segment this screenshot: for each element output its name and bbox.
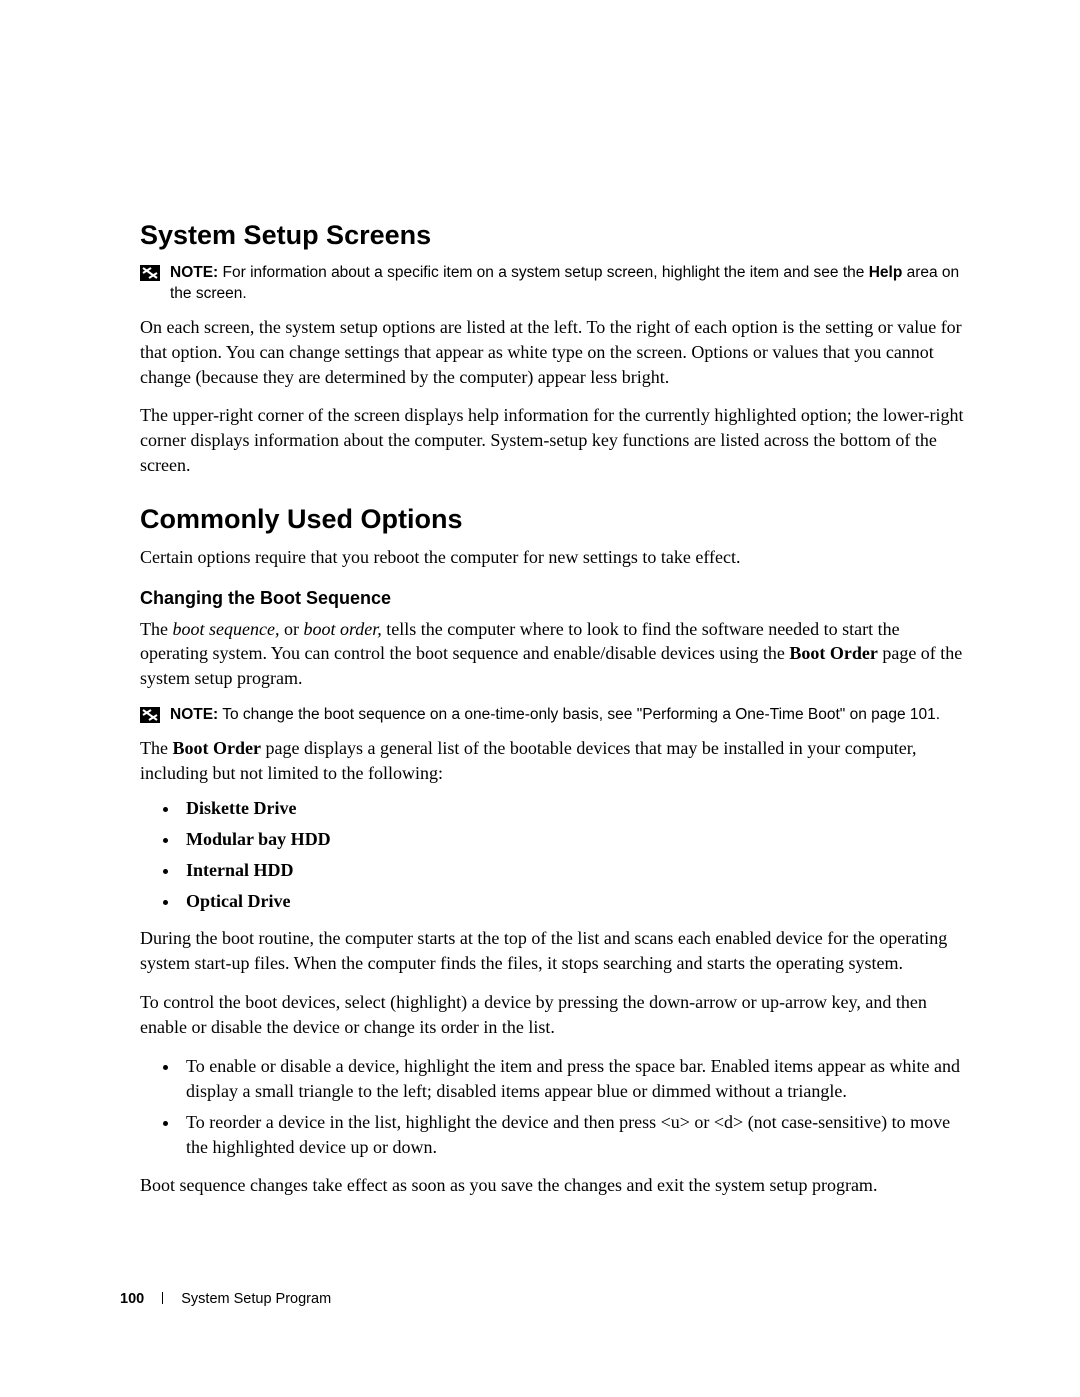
page-number: 100: [120, 1291, 144, 1307]
list-item: Internal HDD: [180, 858, 965, 883]
paragraph-5: The Boot Order page displays a general l…: [140, 736, 965, 786]
list-item: To enable or disable a device, highlight…: [180, 1054, 965, 1104]
note-2: NOTE: To change the boot sequence on a o…: [140, 705, 965, 726]
heading-changing-boot-sequence: Changing the Boot Sequence: [140, 588, 965, 609]
heading-system-setup-screens: System Setup Screens: [140, 220, 965, 251]
footer-title: System Setup Program: [181, 1291, 331, 1307]
note-icon: [140, 265, 160, 281]
list-item: Modular bay HDD: [180, 827, 965, 852]
paragraph-2: The upper-right corner of the screen dis…: [140, 403, 965, 477]
list-item: Optical Drive: [180, 889, 965, 914]
boot-device-list: Diskette Drive Modular bay HDD Internal HD…: [140, 796, 965, 915]
paragraph-3: Certain options require that you reboot …: [140, 545, 965, 570]
page-footer: 100 System Setup Program: [120, 1291, 331, 1307]
heading-commonly-used-options: Commonly Used Options: [140, 504, 965, 535]
footer-separator: [162, 1292, 163, 1304]
note-1: NOTE: For information about a specific i…: [140, 263, 965, 305]
instruction-list: To enable or disable a device, highlight…: [140, 1054, 965, 1161]
paragraph-7: To control the boot devices, select (hig…: [140, 990, 965, 1040]
list-item: To reorder a device in the list, highlig…: [180, 1110, 965, 1160]
paragraph-1: On each screen, the system setup options…: [140, 315, 965, 389]
paragraph-6: During the boot routine, the computer st…: [140, 926, 965, 976]
note-icon: [140, 707, 160, 723]
note-2-text: NOTE: To change the boot sequence on a o…: [170, 705, 940, 726]
list-item: Diskette Drive: [180, 796, 965, 821]
document-page: System Setup Screens NOTE: For informati…: [0, 0, 1080, 1397]
paragraph-8: Boot sequence changes take effect as soo…: [140, 1173, 965, 1198]
note-1-text: NOTE: For information about a specific i…: [170, 263, 965, 305]
paragraph-4: The boot sequence, or boot order, tells …: [140, 617, 965, 691]
